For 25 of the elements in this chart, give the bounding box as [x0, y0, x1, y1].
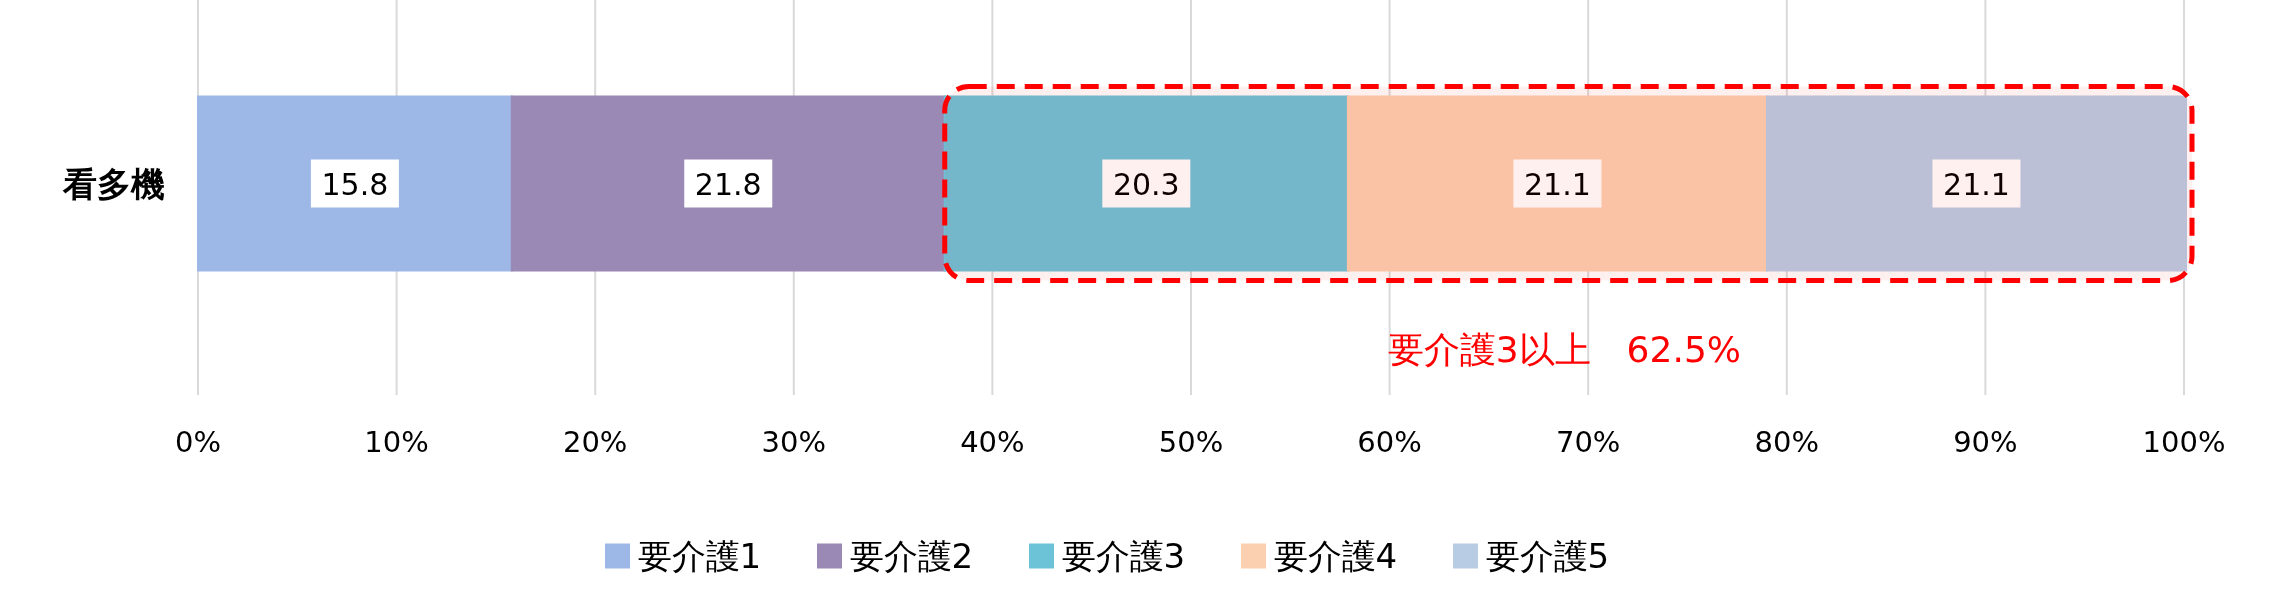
- x-tick-label: 0%: [174, 425, 222, 459]
- x-tick-label: 10%: [364, 425, 429, 459]
- bar: [197, 95, 513, 272]
- x-tick-label: 80%: [1754, 425, 1820, 459]
- legend-label: 要介護5: [1485, 536, 1610, 576]
- x-tick-label: 40%: [960, 425, 1025, 459]
- data-label: 15.8: [321, 166, 389, 202]
- legend-label: 要介護2: [849, 536, 974, 576]
- bar: [943, 95, 1349, 272]
- legend-label: 要介護3: [1061, 536, 1186, 576]
- x-tick-label: 30%: [761, 425, 827, 459]
- x-tick-label: 70%: [1555, 425, 1621, 459]
- data-label: 21.1: [1524, 166, 1591, 202]
- data-label: 21.8: [694, 166, 762, 202]
- x-tick-label: 60%: [1357, 425, 1422, 459]
- x-tick-label: 20%: [562, 425, 628, 459]
- x-tick-label: 100%: [2142, 425, 2226, 459]
- data-label: 20.3: [1112, 166, 1180, 202]
- band-label: 要介護3以上 62.5%: [1387, 329, 1742, 370]
- legend-label: 要介護1: [637, 536, 762, 576]
- x-tick-label: 50%: [1158, 425, 1224, 459]
- x-tick-label: 90%: [1953, 425, 2018, 459]
- legend-label: 要介護4: [1273, 536, 1398, 576]
- data-label: 21.1: [1943, 166, 2010, 202]
- y-tick-label: 看多機: [62, 163, 165, 204]
